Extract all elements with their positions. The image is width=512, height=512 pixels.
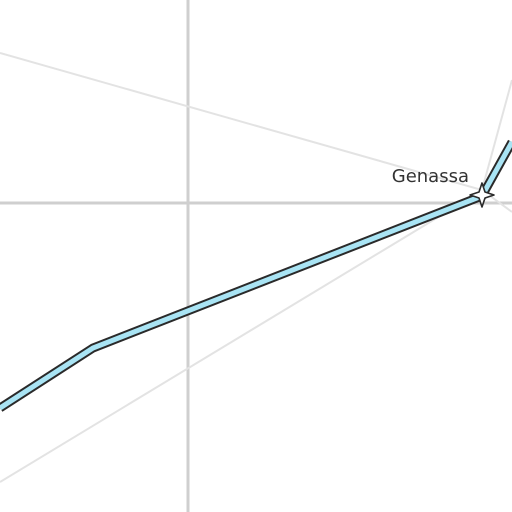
minor-road-southwest	[0, 192, 479, 483]
rail-line	[0, 140, 512, 411]
station-genassa[interactable]: Genassa	[392, 166, 495, 208]
minor-road-northeast	[481, 79, 512, 191]
star-station-icon	[469, 182, 495, 208]
station-label: Genassa	[392, 166, 469, 187]
